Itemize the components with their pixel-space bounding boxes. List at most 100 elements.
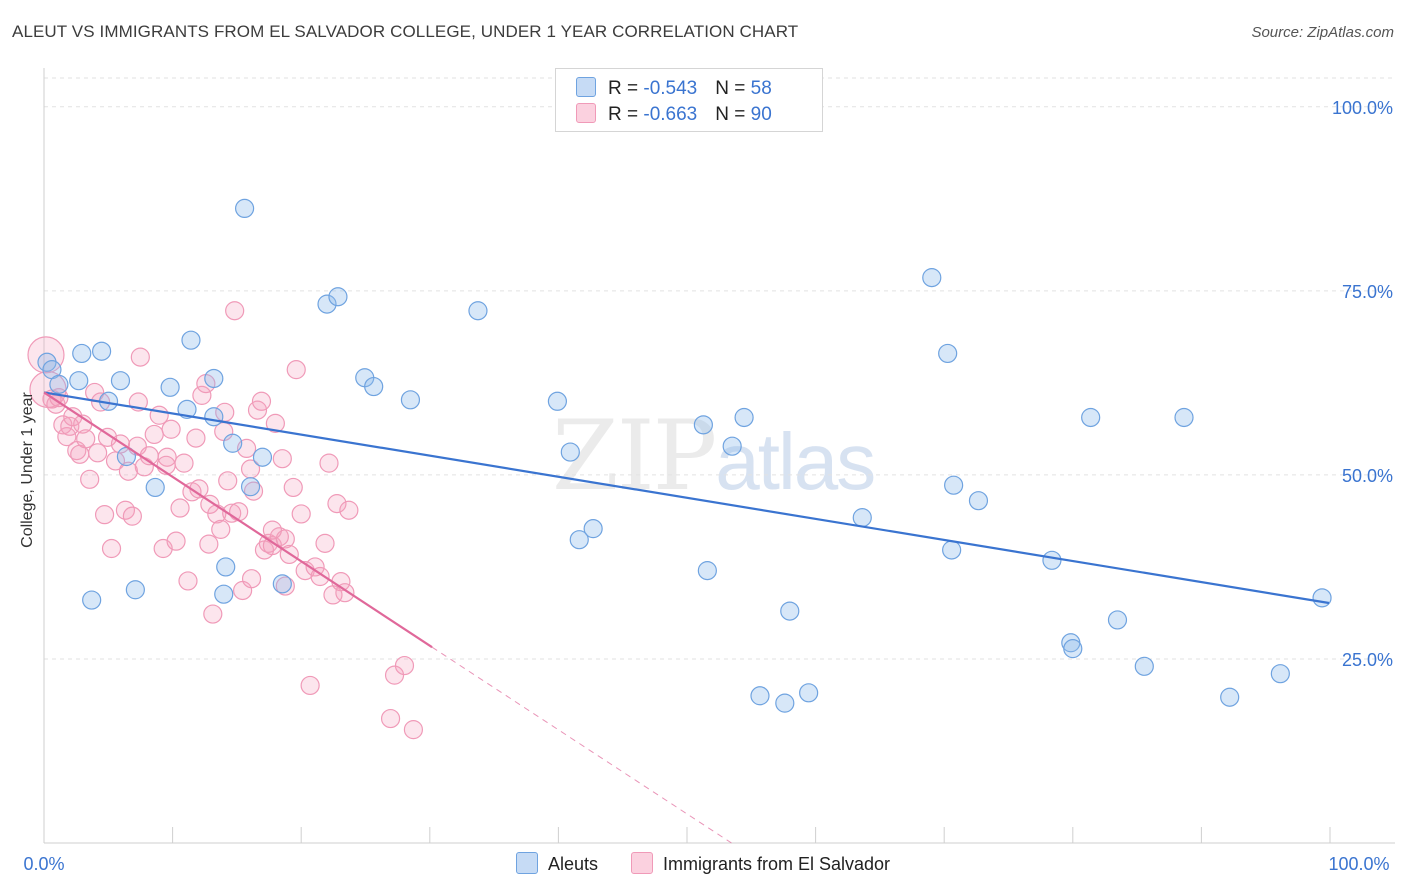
legend-row-aleuts: R = -0.543 N = 58	[576, 77, 772, 99]
aleut-point	[944, 475, 964, 495]
y-tick-label: 75.0%	[1342, 282, 1393, 302]
legend-n-label: N =	[715, 78, 751, 99]
aleut-point	[468, 301, 488, 321]
aleut-trend-line	[43, 391, 1330, 605]
aleut-point	[560, 442, 580, 462]
salvador-point	[262, 520, 283, 540]
aleut-point	[223, 433, 243, 453]
salvador-point	[241, 569, 262, 589]
legend-item-salvador[interactable]: Immigrants from El Salvador	[630, 852, 891, 875]
aleut-point	[252, 447, 273, 467]
series-legend: Aleuts Immigrants from El Salvador	[0, 852, 1406, 875]
aleut-point	[1063, 639, 1083, 659]
aleut-point	[181, 330, 201, 350]
aleut-point	[938, 343, 958, 364]
salvador-point	[384, 665, 405, 685]
aleut-point	[204, 407, 224, 427]
legend-swatch-aleuts	[515, 852, 538, 874]
aleut-point	[1270, 664, 1290, 684]
salvador-point	[174, 453, 194, 473]
aleut-point	[1042, 550, 1062, 570]
aleut-point	[69, 371, 89, 391]
legend-row-salvador: R = -0.663 N = 90	[576, 103, 772, 125]
salvador-point	[265, 413, 285, 433]
aleut-point	[922, 268, 942, 288]
salvador-point	[157, 447, 177, 467]
salvador-point	[315, 533, 335, 553]
aleut-point	[177, 399, 197, 419]
salvador-point	[272, 449, 292, 469]
salvador-point	[101, 538, 122, 559]
salvador-point	[339, 500, 359, 520]
salvador-point	[394, 655, 415, 676]
salvador-point	[218, 471, 238, 491]
aleut-point	[125, 580, 145, 600]
salvador-point	[291, 504, 311, 524]
aleut-point	[82, 590, 102, 610]
aleut-point	[1081, 407, 1101, 428]
aleut-point	[799, 683, 819, 703]
aleut-point	[364, 376, 384, 397]
salvador-point	[118, 461, 139, 481]
legend-label-aleuts: Aleuts	[547, 854, 598, 874]
aleut-point	[734, 407, 754, 428]
salvador-point	[144, 424, 164, 445]
salvador-point	[192, 385, 212, 405]
salvador-trend-extension	[431, 646, 732, 844]
aleut-point	[750, 686, 770, 706]
legend-swatch-salvador	[576, 103, 596, 123]
x-tick-label: 100.0%	[1328, 854, 1389, 874]
chart-title: ALEUT VS IMMIGRANTS FROM EL SALVADOR COL…	[12, 22, 799, 41]
aleut-point	[214, 584, 234, 604]
salvador-point	[225, 301, 245, 321]
aleut-point	[968, 491, 989, 511]
aleut-point	[569, 530, 589, 550]
watermark-atlas: atlas	[715, 417, 876, 506]
x-tick-label: 0.0%	[23, 854, 64, 874]
aleut-point	[697, 561, 717, 581]
salvador-point	[161, 419, 181, 439]
aleut-point	[1312, 588, 1332, 608]
watermark-zip: ZIP	[552, 400, 717, 512]
watermark: ZIPatlas	[552, 400, 876, 512]
source-label[interactable]: Source: ZipAtlas.com	[1251, 24, 1394, 41]
salvador-point	[170, 498, 190, 518]
salvador-point	[286, 360, 306, 380]
aleut-point	[49, 374, 69, 394]
legend-r-value: -0.543	[643, 78, 698, 99]
legend-r-label: R =	[608, 78, 644, 99]
salvador-point	[53, 415, 73, 435]
aleut-point	[234, 198, 255, 219]
y-tick-label: 50.0%	[1342, 466, 1393, 486]
aleut-point	[400, 390, 421, 410]
salvador-point	[403, 720, 424, 740]
legend-swatch-aleuts	[576, 77, 596, 97]
aleut-point	[775, 693, 795, 713]
salvador-point	[88, 443, 108, 463]
legend-n-value: 90	[750, 104, 772, 125]
y-tick-label: 25.0%	[1342, 650, 1393, 670]
aleut-point	[1107, 610, 1128, 630]
aleut-point	[693, 415, 713, 435]
salvador-point	[319, 453, 339, 473]
legend-label-salvador: Immigrants from El Salvador	[662, 854, 891, 874]
salvador-point	[251, 391, 272, 411]
aleut-point	[216, 557, 236, 577]
aleut-point	[110, 371, 131, 391]
legend-n-value: 58	[750, 78, 772, 99]
aleut-point	[722, 436, 742, 456]
aleut-point	[328, 287, 348, 307]
legend-swatch-salvador	[630, 852, 653, 874]
aleut-point	[272, 574, 292, 594]
aleut-point	[583, 519, 603, 539]
aleut-point	[160, 377, 180, 397]
legend-item-aleuts[interactable]: Aleuts	[515, 852, 598, 875]
salvador-point	[166, 531, 186, 551]
aleut-point	[72, 343, 92, 364]
salvador-point	[283, 477, 303, 498]
aleut-point	[91, 341, 112, 361]
aleut-point	[240, 477, 261, 497]
salvador-point	[94, 505, 115, 525]
salvador-point	[275, 576, 295, 596]
